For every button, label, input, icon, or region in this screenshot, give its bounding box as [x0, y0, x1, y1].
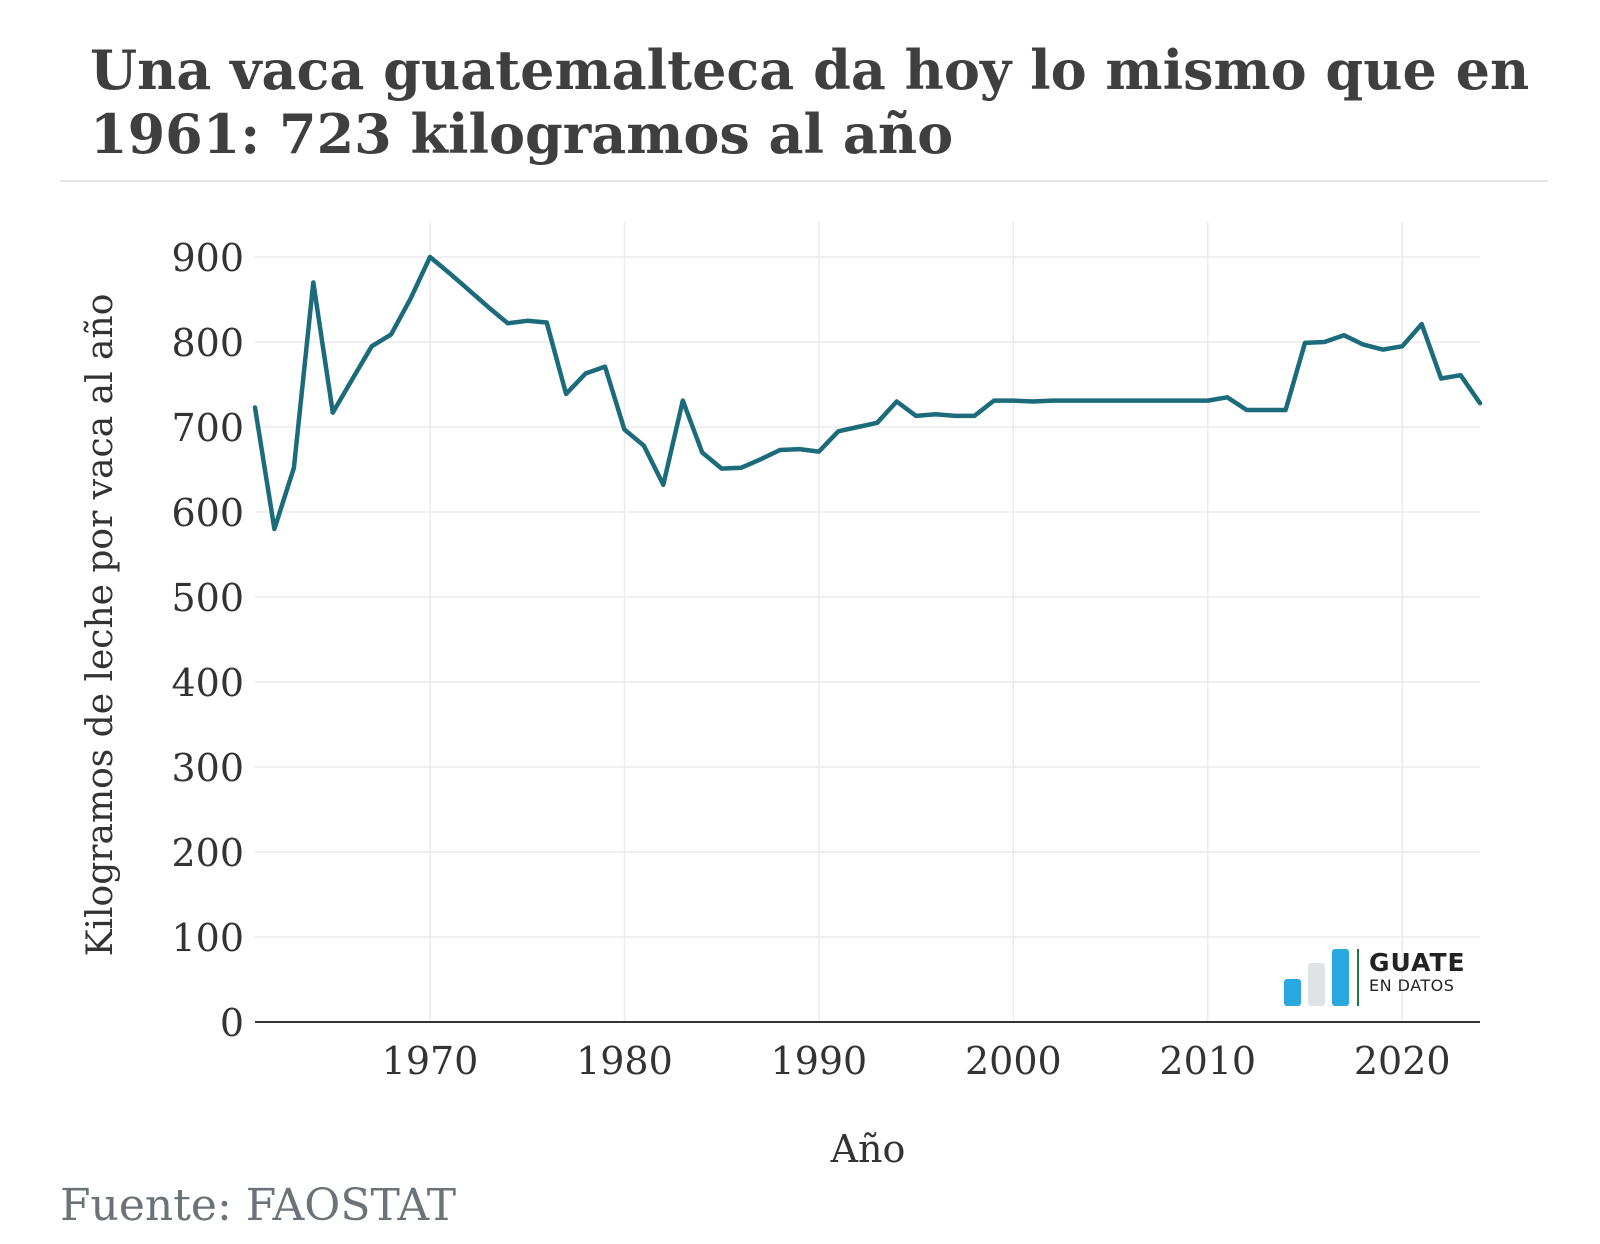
y-tick-label: 500 — [171, 576, 244, 620]
x-tick-label: 2020 — [1354, 1039, 1451, 1083]
y-tick-label: 700 — [171, 406, 244, 450]
x-axis-label: Año — [830, 1127, 906, 1171]
guate-en-datos-logo — [1284, 949, 1359, 1006]
x-tick-label: 1980 — [576, 1039, 673, 1083]
series-line-kg-per-cow — [252, 254, 1483, 532]
logo-divider — [1357, 949, 1359, 1006]
x-tick-label: 2000 — [965, 1039, 1062, 1083]
logo-line-2: EN DATOS — [1369, 976, 1455, 995]
x-tick-label: 1990 — [771, 1039, 868, 1083]
logo-text: GUATE EN DATOS — [1369, 950, 1466, 996]
x-tick-label: 2010 — [1159, 1039, 1256, 1083]
y-tick-label: 600 — [171, 491, 244, 535]
y-tick-label: 100 — [171, 916, 244, 960]
y-tick-label: 900 — [171, 236, 244, 280]
x-axis-ticks: 1970 1980 1990 2000 2010 2020 — [382, 1039, 1451, 1083]
logo-line-1: GUATE — [1369, 948, 1466, 977]
logo-bar-1 — [1284, 979, 1301, 1006]
y-tick-label: 800 — [171, 321, 244, 365]
y-tick-label: 200 — [171, 831, 244, 875]
grid-lines — [255, 222, 1480, 1022]
logo-bar-3 — [1332, 949, 1349, 1006]
y-tick-label: 0 — [220, 1001, 244, 1045]
logo-bar-2 — [1308, 963, 1325, 1006]
chart-title: Una vaca guatemalteca da hoy lo mismo qu… — [90, 38, 1530, 166]
title-divider — [60, 180, 1548, 182]
y-axis-label: Kilogramos de leche por vaca al año — [80, 294, 121, 957]
y-tick-label: 300 — [171, 746, 244, 790]
y-axis-ticks: 0 100 200 300 400 500 600 700 800 900 — [171, 236, 244, 1045]
y-tick-label: 400 — [171, 661, 244, 705]
source-note: Fuente: FAOSTAT — [60, 1180, 457, 1231]
x-tick-label: 1970 — [382, 1039, 479, 1083]
